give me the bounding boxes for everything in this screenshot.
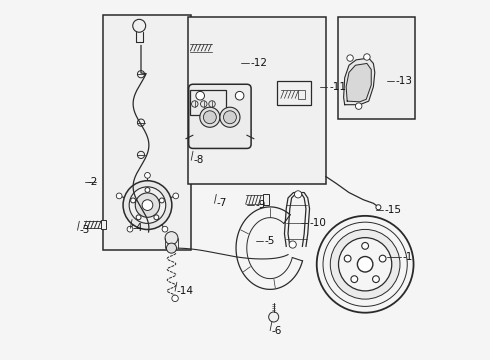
Circle shape — [145, 188, 150, 193]
Text: -12: -12 — [250, 58, 268, 68]
Circle shape — [135, 193, 160, 217]
Circle shape — [289, 241, 296, 248]
Circle shape — [173, 193, 179, 199]
Circle shape — [317, 216, 414, 313]
Circle shape — [362, 243, 368, 249]
Text: -6: -6 — [272, 325, 282, 336]
Bar — [298, 90, 304, 99]
Text: -8: -8 — [193, 155, 203, 165]
Circle shape — [142, 200, 153, 211]
Polygon shape — [346, 63, 371, 102]
Bar — [128, 202, 137, 216]
Bar — [263, 194, 269, 206]
Circle shape — [200, 107, 220, 127]
Circle shape — [129, 187, 166, 224]
Circle shape — [235, 91, 244, 100]
Circle shape — [351, 276, 358, 283]
FancyBboxPatch shape — [189, 84, 251, 148]
Circle shape — [131, 198, 136, 203]
Circle shape — [220, 107, 240, 127]
Text: -9: -9 — [256, 200, 266, 210]
Bar — [338, 17, 416, 119]
Text: -2: -2 — [87, 177, 98, 187]
Text: -10: -10 — [310, 218, 326, 228]
Circle shape — [136, 215, 141, 220]
Circle shape — [269, 312, 279, 322]
Circle shape — [203, 111, 216, 124]
Circle shape — [379, 255, 386, 262]
Circle shape — [192, 101, 198, 107]
Circle shape — [223, 111, 236, 124]
Circle shape — [145, 172, 150, 178]
Circle shape — [167, 243, 176, 253]
Bar — [103, 15, 191, 250]
Circle shape — [357, 257, 373, 272]
Text: -3: -3 — [79, 225, 90, 235]
Circle shape — [116, 193, 122, 199]
Circle shape — [339, 238, 392, 291]
Circle shape — [376, 205, 381, 210]
Circle shape — [165, 231, 178, 244]
Bar — [101, 220, 106, 229]
Text: -5: -5 — [265, 236, 275, 246]
Text: -11: -11 — [329, 82, 346, 92]
Text: -14: -14 — [177, 286, 194, 296]
Polygon shape — [343, 58, 375, 105]
Circle shape — [162, 226, 168, 232]
Circle shape — [372, 276, 379, 283]
Circle shape — [127, 226, 133, 232]
Circle shape — [330, 229, 400, 299]
Circle shape — [364, 54, 370, 60]
Text: -7: -7 — [216, 198, 227, 208]
Circle shape — [123, 181, 172, 229]
Circle shape — [209, 101, 215, 107]
Circle shape — [355, 103, 362, 109]
Bar — [188, 17, 326, 184]
Circle shape — [347, 55, 353, 61]
Text: -13: -13 — [395, 76, 413, 86]
Text: -1: -1 — [403, 252, 413, 262]
Text: -15: -15 — [385, 206, 402, 216]
Bar — [190, 90, 226, 116]
Text: -4: -4 — [132, 224, 143, 233]
Circle shape — [344, 255, 351, 262]
Bar — [277, 81, 311, 105]
Circle shape — [159, 198, 164, 203]
Circle shape — [200, 101, 207, 107]
Circle shape — [154, 215, 159, 220]
Circle shape — [196, 91, 204, 100]
Circle shape — [294, 191, 302, 198]
Circle shape — [172, 295, 178, 302]
